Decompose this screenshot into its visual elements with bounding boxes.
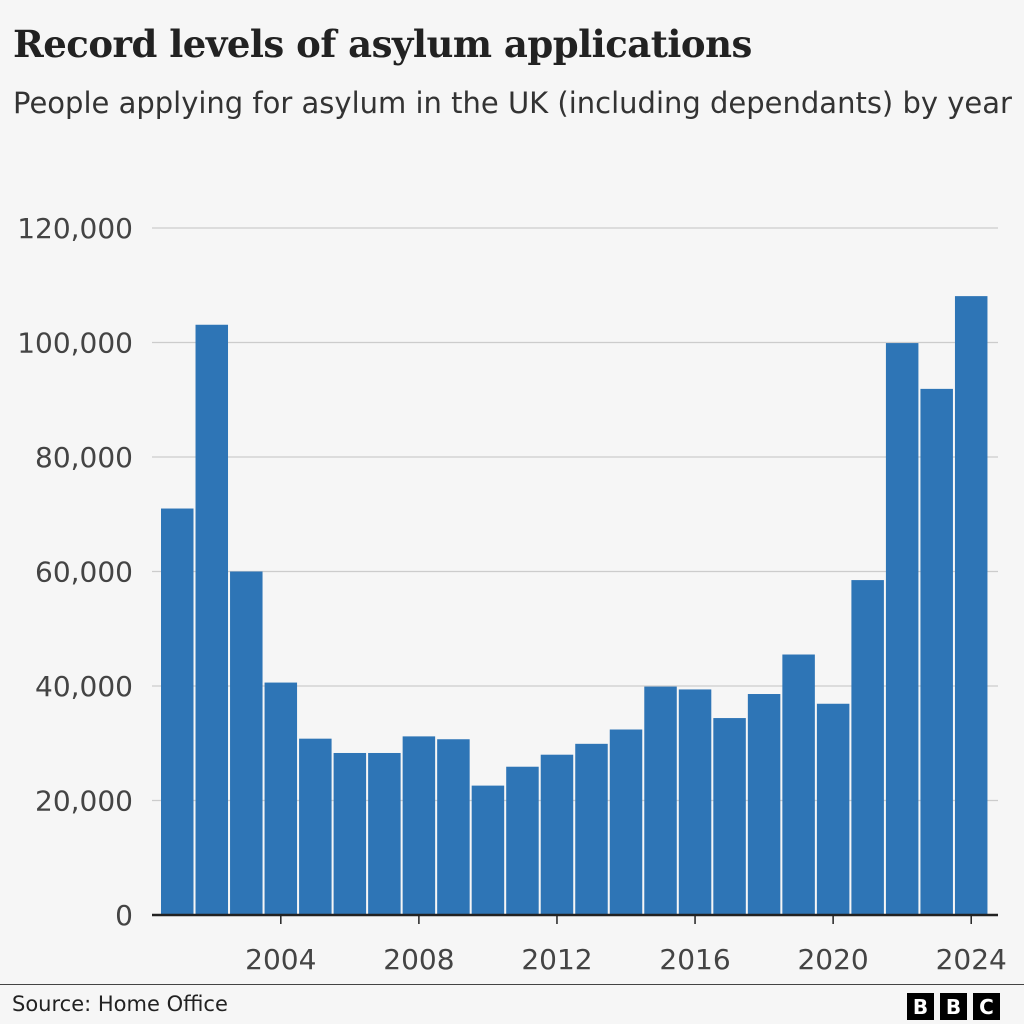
y-tick-label: 100,000 — [17, 327, 133, 360]
bar-2010 — [471, 785, 505, 915]
bar-2019 — [782, 654, 815, 915]
chart-title: Record levels of asylum applications — [13, 22, 752, 66]
bar-2015 — [644, 686, 677, 915]
y-tick-label: 120,000 — [17, 212, 133, 245]
logo-letter: B — [940, 993, 967, 1020]
bar-2006 — [333, 752, 367, 915]
bar-2004 — [264, 682, 298, 915]
bar-2017 — [713, 718, 746, 915]
footer-divider — [0, 984, 1024, 985]
bar-2007 — [368, 752, 401, 915]
chart-subtitle: People applying for asylum in the UK (in… — [13, 86, 1012, 120]
bar-2005 — [299, 738, 332, 915]
y-tick-label: 80,000 — [35, 441, 133, 474]
bar-2014 — [609, 729, 643, 915]
bar-2012 — [540, 754, 574, 915]
source-note: Source: Home Office — [12, 992, 228, 1016]
bar-2021 — [851, 580, 884, 915]
bar-2011 — [506, 766, 539, 915]
bar-2009 — [437, 739, 470, 915]
bar-chart: 0 20,000 40,000 60,000 80,000 100,000 120,000 2… — [17, 212, 1007, 976]
y-tick-label: 60,000 — [35, 556, 133, 589]
logo-letter: B — [907, 993, 934, 1020]
bar-2020 — [816, 703, 850, 915]
bar-2016 — [678, 689, 712, 915]
x-tick-label: 2020 — [797, 943, 868, 976]
x-tick-label: 2004 — [245, 943, 316, 976]
bar-2003 — [230, 571, 263, 915]
bar-2022 — [885, 343, 919, 915]
logo-letter: C — [973, 993, 1000, 1020]
bar-2024 — [954, 296, 988, 915]
x-tick-label: 2016 — [659, 943, 730, 976]
x-tick-label: 2012 — [521, 943, 592, 976]
bar-2001 — [161, 508, 194, 915]
bar-2002 — [195, 324, 229, 915]
x-tick-label: 2008 — [383, 943, 454, 976]
bbc-logo: B B C — [907, 993, 1000, 1020]
x-tick-label: 2024 — [936, 943, 1007, 976]
bar-2023 — [920, 388, 953, 915]
y-tick-label: 0 — [115, 899, 133, 932]
bar-2013 — [575, 743, 608, 915]
y-tick-label: 40,000 — [35, 670, 133, 703]
y-tick-label: 20,000 — [35, 785, 133, 818]
bar-2008 — [402, 736, 436, 915]
bar-2018 — [747, 694, 781, 915]
